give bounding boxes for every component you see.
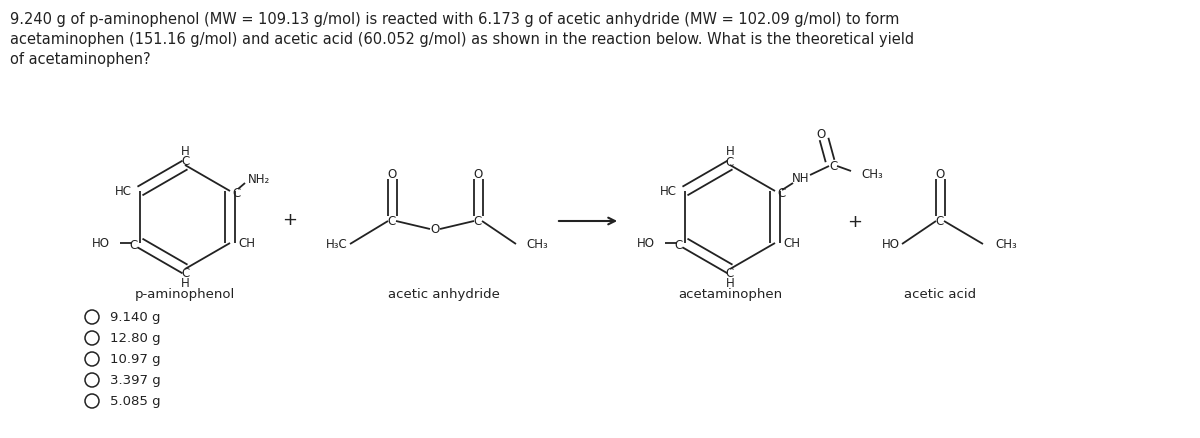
Text: C: C bbox=[474, 215, 482, 228]
Text: 3.397 g: 3.397 g bbox=[110, 374, 161, 387]
Text: H: H bbox=[726, 277, 734, 290]
Text: CH₃: CH₃ bbox=[526, 238, 547, 251]
Text: C: C bbox=[726, 267, 734, 280]
Text: O: O bbox=[431, 223, 439, 236]
Text: HC: HC bbox=[115, 185, 132, 198]
Text: C: C bbox=[829, 160, 838, 173]
Text: NH₂: NH₂ bbox=[248, 173, 270, 186]
Text: C: C bbox=[674, 239, 683, 252]
Text: C: C bbox=[232, 187, 240, 200]
Text: +: + bbox=[847, 212, 863, 230]
Text: C: C bbox=[778, 187, 785, 200]
Text: 9.240 g of p-aminophenol (MW = 109.13 g/mol) is reacted with 6.173 g of acetic a: 9.240 g of p-aminophenol (MW = 109.13 g/… bbox=[10, 12, 914, 67]
Text: HC: HC bbox=[660, 185, 677, 198]
Text: CH₃: CH₃ bbox=[995, 238, 1016, 251]
Text: H: H bbox=[181, 277, 190, 290]
Text: 12.80 g: 12.80 g bbox=[110, 332, 161, 345]
Text: CH₃: CH₃ bbox=[862, 168, 883, 181]
Text: 9.140 g: 9.140 g bbox=[110, 311, 161, 324]
Text: H: H bbox=[726, 145, 734, 158]
Text: acetic anhydride: acetic anhydride bbox=[388, 288, 500, 301]
Text: HO: HO bbox=[637, 237, 655, 250]
Text: acetic acid: acetic acid bbox=[904, 288, 976, 301]
Text: +: + bbox=[282, 211, 298, 229]
Text: HO: HO bbox=[882, 238, 900, 251]
Text: C: C bbox=[130, 239, 138, 252]
Text: H₃C: H₃C bbox=[326, 238, 348, 251]
Text: CH: CH bbox=[238, 237, 256, 250]
Text: C: C bbox=[181, 155, 190, 168]
Text: 5.085 g: 5.085 g bbox=[110, 395, 161, 408]
Text: H: H bbox=[181, 145, 190, 158]
Text: p-aminophenol: p-aminophenol bbox=[134, 288, 235, 301]
Text: C: C bbox=[936, 215, 944, 228]
Text: O: O bbox=[473, 168, 482, 181]
Text: acetaminophen: acetaminophen bbox=[678, 288, 782, 301]
Text: O: O bbox=[935, 168, 944, 181]
Text: CH: CH bbox=[784, 237, 800, 250]
Text: 10.97 g: 10.97 g bbox=[110, 353, 161, 366]
Text: O: O bbox=[816, 128, 826, 141]
Text: NH: NH bbox=[792, 172, 810, 185]
Text: C: C bbox=[388, 215, 396, 228]
Text: C: C bbox=[181, 267, 190, 280]
Text: HO: HO bbox=[92, 237, 110, 250]
Text: C: C bbox=[726, 156, 734, 169]
Text: O: O bbox=[388, 168, 397, 181]
